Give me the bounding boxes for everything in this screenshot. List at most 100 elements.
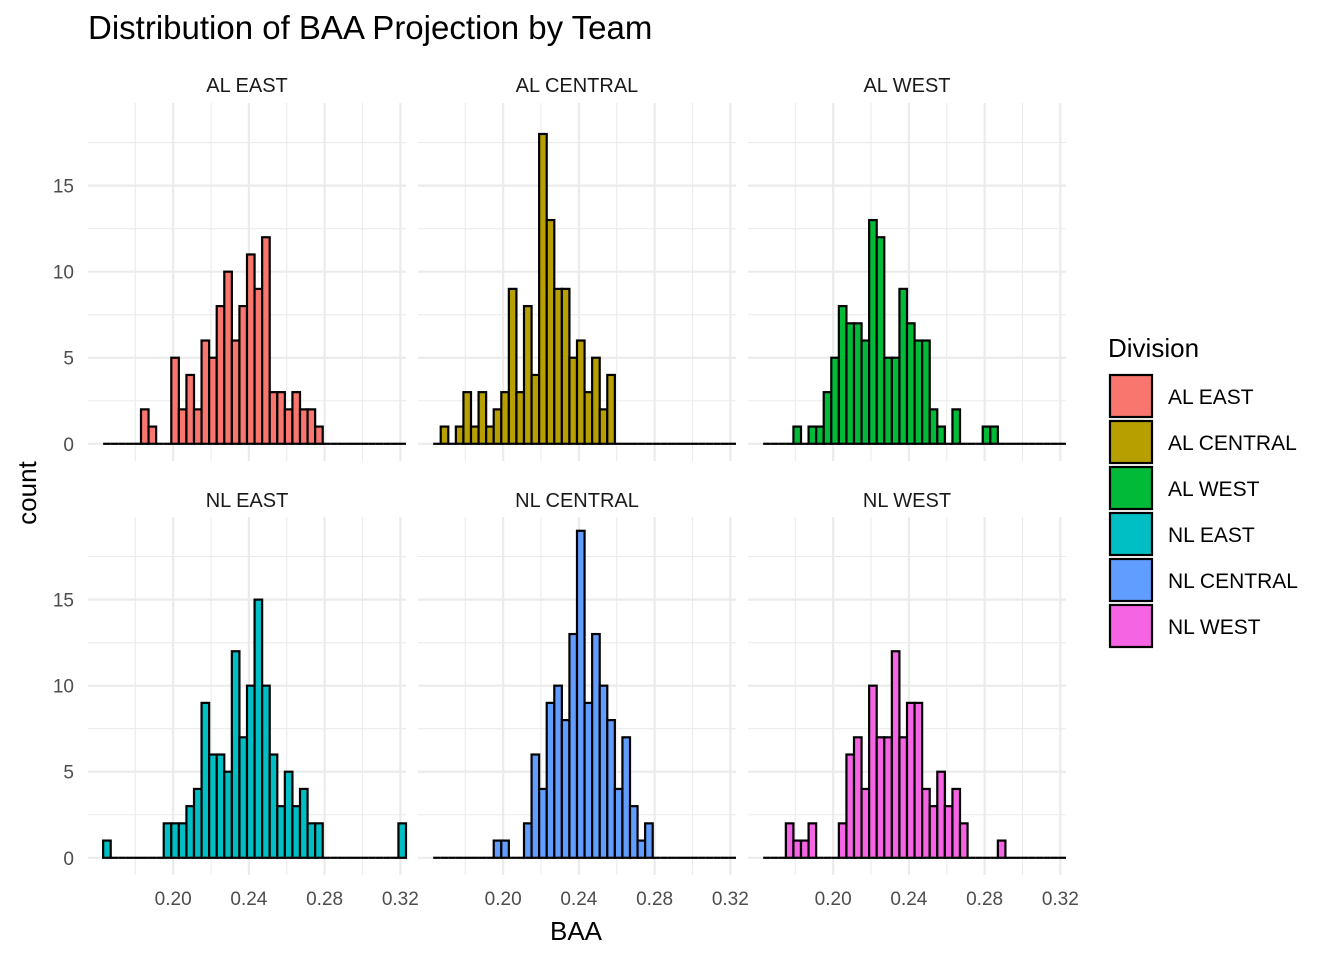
histogram-bar	[291, 391, 302, 445]
histogram-bar	[306, 408, 317, 445]
histogram-bar	[875, 236, 886, 445]
histogram-bar	[139, 408, 150, 445]
histogram-bar	[170, 822, 180, 859]
x-tick-label: 0.20	[815, 889, 852, 910]
legend-item-al-east: AL EAST	[1108, 373, 1254, 419]
x-tick-label: 0.32	[1042, 889, 1079, 910]
histogram-bar	[898, 287, 909, 445]
histogram-bar	[822, 391, 833, 445]
bars-al-east	[103, 236, 406, 445]
bars-al-central	[433, 132, 736, 445]
legend-item-al-central: AL CENTRAL	[1108, 419, 1297, 465]
histogram-bar	[170, 356, 180, 445]
x-tick-label: 0.20	[485, 889, 522, 910]
histogram-bar	[568, 632, 579, 859]
legend-title: Division	[1108, 333, 1199, 363]
histogram-bar	[276, 391, 286, 445]
histogram-bar	[439, 425, 450, 445]
x-tick-label: 0.20	[155, 889, 192, 910]
legend-item-al-west: AL WEST	[1108, 465, 1260, 511]
legend-label: NL WEST	[1168, 616, 1261, 639]
histogram-bar	[192, 787, 203, 859]
histogram-bar	[538, 132, 548, 445]
x-tick-label: 0.24	[560, 889, 597, 910]
bars-nl-east	[102, 598, 408, 859]
histogram-bar	[238, 304, 249, 445]
histogram-bar	[606, 718, 616, 859]
histogram-bar	[996, 839, 1007, 859]
histogram-bar	[807, 822, 818, 859]
histogram-bar	[215, 753, 226, 859]
histogram-bar	[868, 684, 878, 859]
panel-nl-east: NL EAST 0 5 10 15 0.20 0.24 0.28 0.32	[53, 490, 419, 910]
histogram-bar	[298, 408, 309, 445]
histogram-bar	[469, 425, 480, 445]
y-tick-label: 5	[63, 349, 74, 370]
histogram-bar	[628, 805, 639, 859]
histogram-bar	[261, 684, 271, 859]
histogram-bar	[981, 425, 992, 445]
histogram-bar	[792, 425, 803, 445]
histogram-bar	[283, 408, 294, 445]
x-tick-label: 0.32	[382, 889, 419, 910]
histogram-bar	[928, 805, 939, 859]
y-tick-label: 10	[53, 677, 74, 698]
legend-label: AL CENTRAL	[1168, 432, 1297, 455]
x-tick-label: 0.28	[636, 889, 673, 910]
histogram-bar	[898, 736, 909, 859]
panel-nl-central: NL CENTRAL 0.20 0.24 0.28 0.32	[418, 490, 749, 910]
histogram-bar	[583, 701, 594, 859]
legend-item-nl-central: NL CENTRAL	[1108, 557, 1298, 603]
histogram-bar	[306, 822, 317, 859]
x-tick-label: 0.32	[712, 889, 749, 910]
histogram-bar	[852, 736, 863, 859]
histogram-bar	[268, 391, 279, 445]
chart-title: Distribution of BAA Projection by Team	[88, 9, 652, 46]
bars-al-west	[763, 218, 1066, 445]
histogram-bar	[530, 753, 541, 859]
histogram-bar	[598, 408, 609, 445]
y-tick-label: 5	[63, 763, 74, 784]
histogram-bar	[636, 839, 647, 859]
histogram-bar	[575, 339, 586, 445]
x-tick-label: 0.28	[306, 889, 343, 910]
histogram-bar	[223, 770, 233, 859]
histogram-bar	[314, 425, 324, 445]
histogram-bar	[784, 822, 795, 859]
histogram-bar	[936, 425, 946, 445]
histogram-bar	[177, 822, 188, 859]
histogram-bar	[921, 787, 931, 859]
histogram-bar	[845, 322, 856, 445]
strip-label-al-east: AL EAST	[206, 75, 288, 97]
legend-label: NL EAST	[1168, 524, 1255, 547]
histogram-bar	[253, 598, 264, 859]
histogram-bar	[792, 839, 803, 859]
histogram-bar	[530, 373, 541, 445]
strip-label-al-central: AL CENTRAL	[516, 75, 639, 97]
strip-label-nl-west: NL WEST	[863, 490, 951, 512]
histogram-bar	[200, 339, 211, 445]
panel-al-central: AL CENTRAL	[418, 75, 736, 461]
histogram-bar	[852, 322, 863, 445]
histogram-bar	[575, 529, 586, 859]
y-tick-label: 15	[53, 591, 74, 612]
legend-swatch	[1108, 465, 1154, 511]
histogram-bar	[492, 839, 503, 859]
histogram-bar	[185, 373, 196, 445]
y-axis-label: count	[12, 460, 42, 524]
histogram-bar	[807, 425, 818, 445]
legend-label: AL EAST	[1168, 386, 1254, 409]
histogram-bar	[208, 753, 218, 859]
histogram-bar	[943, 805, 954, 859]
legend-swatch	[1108, 511, 1154, 557]
histogram-bar	[177, 408, 188, 445]
legend-entries: AL EAST AL CENTRAL AL WEST NL EAST NL CENTRA…	[1108, 373, 1298, 649]
y-tick-label: 10	[53, 263, 74, 284]
histogram-bar	[230, 339, 241, 445]
histogram-bar	[485, 425, 495, 445]
strip-label-nl-east: NL EAST	[206, 490, 289, 512]
histogram-bar	[245, 684, 256, 859]
legend-item-nl-east: NL EAST	[1108, 511, 1255, 557]
histogram-bar	[230, 650, 241, 859]
histogram-bar	[522, 822, 533, 859]
